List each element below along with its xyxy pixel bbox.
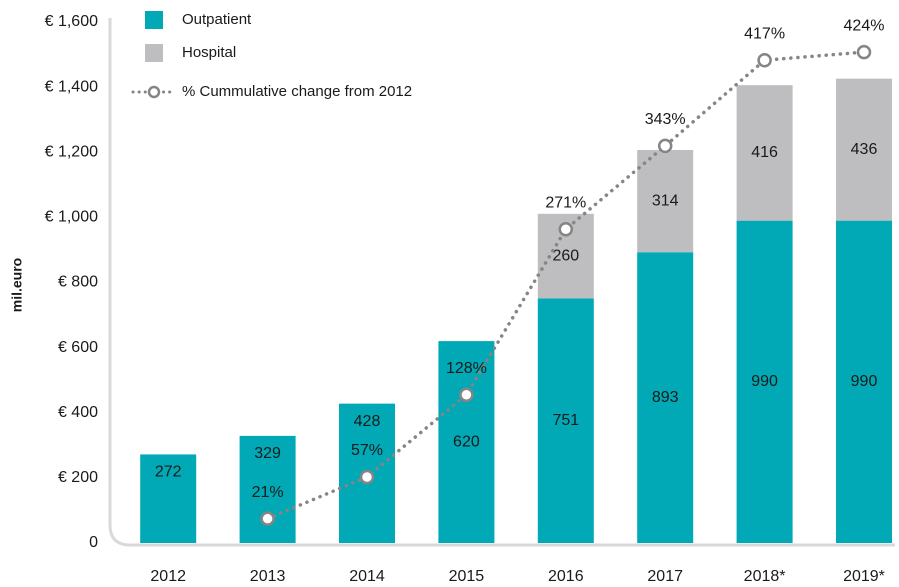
legend-label: Hospital bbox=[182, 44, 236, 61]
line-point bbox=[558, 221, 574, 237]
bar bbox=[637, 149, 694, 253]
bar bbox=[637, 252, 694, 544]
axis-frame bbox=[108, 18, 895, 547]
y-tick-label: € 400 bbox=[58, 404, 98, 421]
line-label: 343% bbox=[645, 111, 686, 128]
y-axis-label: mil.euro bbox=[9, 258, 25, 312]
bar-label: 428 bbox=[354, 413, 381, 430]
y-tick-label: € 800 bbox=[58, 274, 98, 291]
bar bbox=[736, 220, 793, 543]
line-label: 271% bbox=[545, 194, 586, 211]
bar bbox=[736, 85, 793, 221]
bar-label: 893 bbox=[652, 389, 679, 406]
y-tick-label: € 1,200 bbox=[45, 143, 98, 160]
line-label: 424% bbox=[844, 17, 885, 34]
bar-label: 990 bbox=[851, 373, 878, 390]
x-tick-label: 2014 bbox=[349, 568, 385, 585]
line-point bbox=[757, 52, 772, 68]
x-tick-label: 2012 bbox=[150, 568, 186, 585]
x-tick-label: 2013 bbox=[250, 568, 286, 585]
line-label: 21% bbox=[252, 484, 284, 501]
line-label: 128% bbox=[446, 360, 487, 377]
bar-label: 314 bbox=[652, 192, 679, 209]
bar bbox=[836, 220, 892, 543]
bar-label: 260 bbox=[552, 247, 579, 264]
legend-marker bbox=[147, 85, 161, 99]
bar-label: 751 bbox=[552, 412, 579, 429]
line-point bbox=[359, 469, 375, 485]
legend-swatch bbox=[145, 11, 163, 29]
line-point bbox=[657, 138, 673, 154]
bar bbox=[836, 78, 892, 221]
y-tick-label: € 1,400 bbox=[45, 78, 98, 95]
bar-label: 620 bbox=[453, 433, 480, 450]
line-label: 417% bbox=[744, 25, 785, 42]
legend-label: Outpatient bbox=[182, 11, 252, 28]
bar bbox=[438, 341, 495, 543]
bar-label: 272 bbox=[155, 464, 182, 481]
bar-label: 329 bbox=[254, 445, 281, 462]
legend-swatch bbox=[145, 44, 163, 62]
x-tick-label: 2019* bbox=[843, 568, 885, 585]
y-tick-label: € 1,000 bbox=[45, 209, 98, 226]
line-label: 57% bbox=[351, 442, 383, 459]
x-tick-label: 2016 bbox=[548, 568, 584, 585]
line-point bbox=[260, 511, 275, 526]
y-tick-label: 0 bbox=[89, 534, 98, 551]
line-point bbox=[459, 387, 474, 403]
y-tick-label: € 600 bbox=[58, 339, 98, 356]
bar-label: 436 bbox=[851, 141, 878, 158]
bar-label: 990 bbox=[751, 373, 778, 390]
y-tick-label: € 200 bbox=[58, 469, 98, 486]
y-tick-label: € 1,600 bbox=[45, 13, 98, 30]
bar bbox=[537, 298, 594, 543]
legend-label: % Cummulative change from 2012 bbox=[182, 83, 412, 100]
x-tick-label: 2017 bbox=[647, 568, 683, 585]
x-tick-label: 2018* bbox=[744, 568, 786, 585]
bar bbox=[140, 454, 197, 543]
bar-label: 416 bbox=[751, 144, 778, 161]
x-tick-label: 2015 bbox=[449, 568, 485, 585]
line-point bbox=[856, 44, 872, 60]
